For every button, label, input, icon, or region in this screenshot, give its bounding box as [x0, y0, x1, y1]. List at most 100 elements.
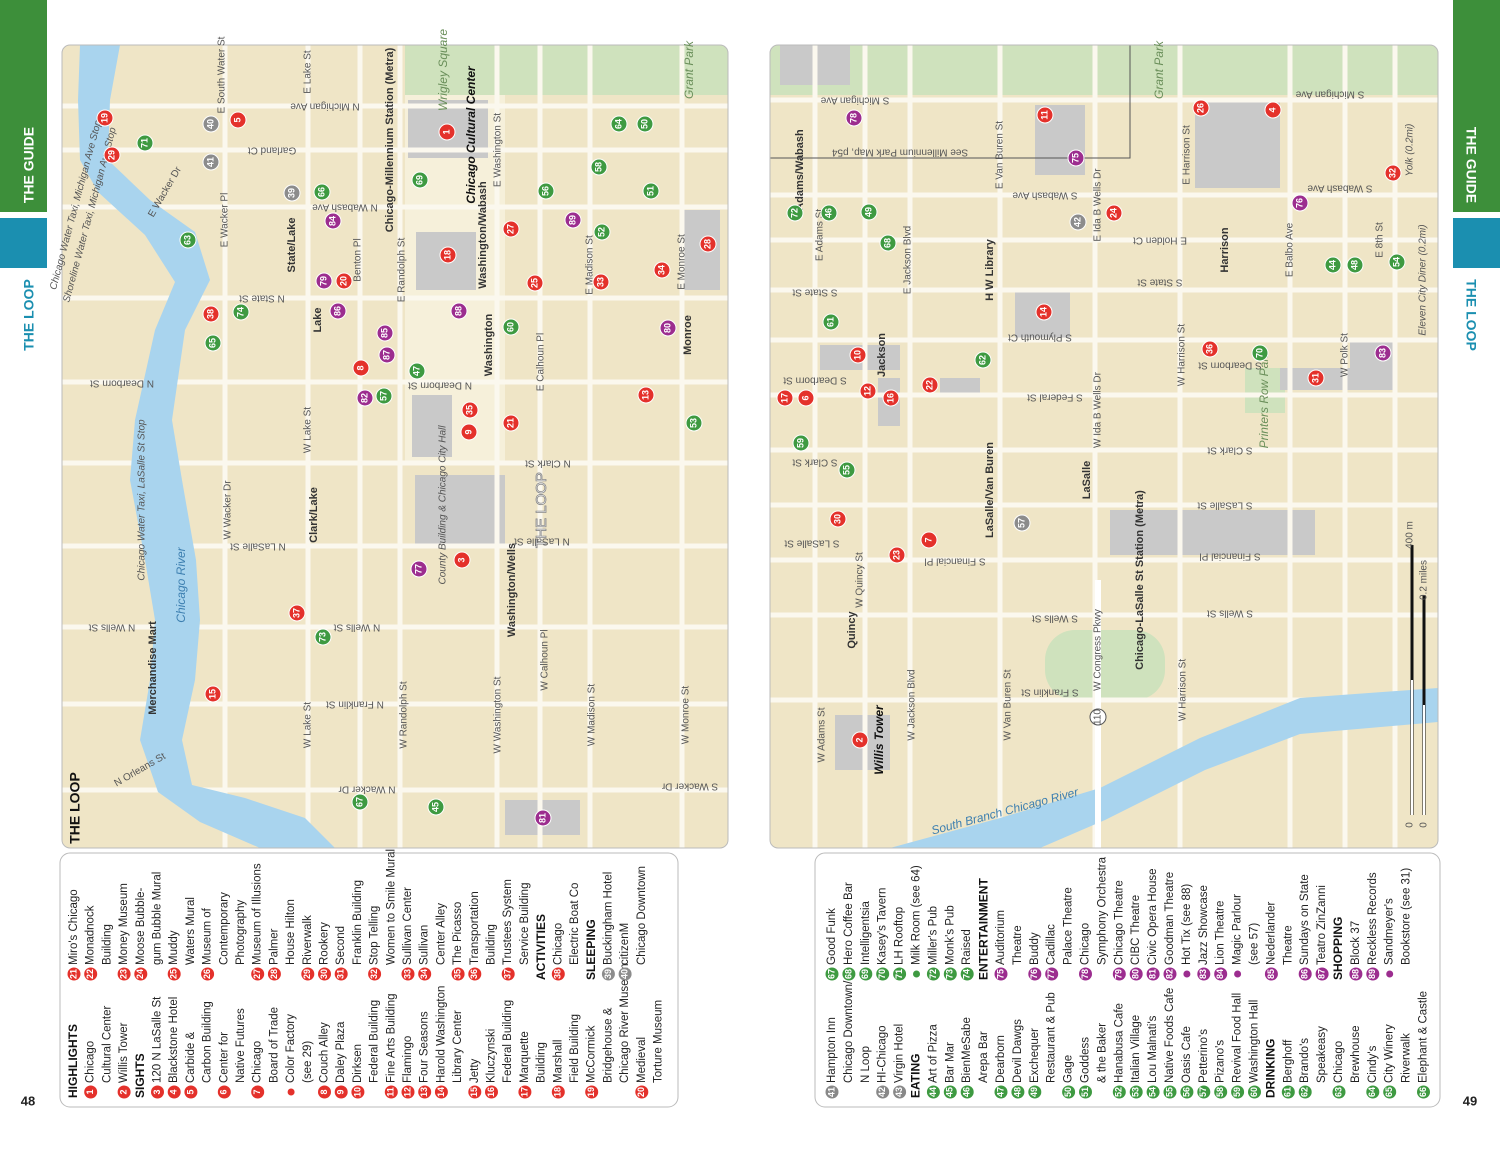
legend-marker: [1011, 1085, 1025, 1099]
map-marker: 2: [851, 731, 869, 749]
marker-circle: [136, 134, 154, 152]
legend-text: Nederlander: [1265, 902, 1277, 965]
legend-marker: [825, 967, 839, 981]
map-label: LaSalle: [1081, 461, 1093, 500]
legend-text: Center for: [218, 1032, 230, 1083]
legend-line: Federal Building: [369, 1000, 381, 1083]
marker-circle: [797, 389, 815, 407]
legend-text: McCormick: [586, 1025, 598, 1083]
map-label: Printers Row Park: [1257, 351, 1271, 449]
tab-section: [1453, 218, 1500, 268]
legend-text: Civic Opera House: [1147, 868, 1159, 965]
marker-number: 2: [854, 737, 864, 742]
legend-line: 50 Gage: [1062, 1055, 1076, 1099]
legend-text: Hero Coffee Bar: [843, 882, 855, 965]
marker-circle: [1105, 204, 1123, 222]
marker-number: 69: [414, 175, 424, 185]
marker-circle: [1384, 164, 1402, 182]
legend-number: 27: [252, 969, 262, 979]
map-label: Clark/Lake: [308, 487, 320, 543]
map-label: N Wells St: [334, 621, 381, 632]
legend-line: Women to Smile Mural: [385, 849, 397, 965]
marker-circle: [776, 389, 794, 407]
legend-text: Field Building: [569, 1014, 581, 1083]
marker-number: 55: [841, 465, 851, 475]
legend-line: Library Center: [452, 1010, 464, 1083]
map-label: W Wacker Dr: [223, 480, 234, 540]
map-marker: 66: [313, 183, 331, 201]
legend-text: Bar Mar: [944, 1042, 956, 1083]
map-marker: 42: [1069, 213, 1087, 231]
map-marker: 65: [204, 334, 222, 352]
tab-guide-label: THE GUIDE: [21, 127, 37, 203]
marker-number: 51: [645, 186, 655, 196]
marker-circle: [1035, 303, 1053, 321]
map-marker: 70: [1251, 344, 1269, 362]
legend-number: 14: [436, 1087, 446, 1097]
marker-number: 8: [355, 365, 365, 370]
map-label: N Dearborn St: [408, 379, 472, 390]
legend-marker: [1281, 1085, 1295, 1099]
marker-circle: [439, 246, 457, 264]
map-marker: 6: [797, 389, 815, 407]
marker-circle: [838, 461, 856, 479]
legend-number: 50: [1063, 1087, 1073, 1097]
legend-marker: [117, 967, 131, 981]
marker-circle: [410, 560, 428, 578]
legend-line: 51 Goddess: [1079, 1037, 1092, 1099]
legend-dot: [287, 1088, 295, 1096]
legend-text: Miller's Pub: [927, 906, 939, 965]
map-label: N Clark St: [525, 457, 571, 468]
legend-marker: [1315, 967, 1329, 981]
map-label: Willis Tower: [872, 704, 886, 775]
legend-line: 53 Italian Village: [1129, 1015, 1143, 1099]
map-label: 0: [1419, 822, 1430, 828]
legend-line: 29 Riverwalk: [301, 915, 315, 981]
map-label: S State St: [792, 286, 837, 297]
marker-circle: [1013, 514, 1031, 532]
legend-text: Lion Theatre: [1215, 901, 1227, 965]
legend-marker: [84, 967, 98, 981]
map-label: S Wells St: [1207, 607, 1253, 618]
legend-text: Muddy: [168, 930, 180, 965]
legend-marker: [926, 967, 940, 981]
marker-number: 41: [205, 157, 215, 167]
legend-line: Building: [101, 924, 113, 965]
marker-number: 62: [977, 355, 987, 365]
map-label: W Polk St: [1340, 333, 1351, 377]
legend-text: Franklin Building: [352, 880, 364, 965]
marker-number: 50: [639, 119, 649, 129]
marker-number: 20: [338, 276, 348, 286]
legend-marker: [84, 1085, 98, 1099]
legend-line: SIGHTS: [133, 1053, 147, 1098]
map-marker: 17: [776, 389, 794, 407]
legend-heading: HIGHLIGHTS: [66, 1024, 80, 1098]
map-marker: 38: [202, 305, 220, 323]
map-marker: 57: [375, 387, 393, 405]
map-label: S Plymouth Ct: [1008, 331, 1072, 342]
map-label: S Michigan Ave: [820, 94, 889, 105]
marker-number: 46: [823, 208, 833, 218]
map-marker: 87: [378, 346, 396, 364]
legend-box: [59, 852, 679, 1108]
map-label: W Congress Pkwy: [1093, 609, 1104, 691]
legend-marker: [1163, 1085, 1177, 1099]
legend-text: N Loop: [860, 1046, 872, 1083]
marker-circle: [637, 386, 655, 404]
map-label: S Wabash Ave: [1012, 189, 1077, 200]
legend-text: Rookery: [319, 922, 331, 965]
legend-marker: [1214, 1085, 1228, 1099]
legend-text: Intelligentsia: [860, 900, 872, 965]
legend-text: Chicago: [1333, 1041, 1345, 1083]
map-frame: [61, 44, 729, 849]
marker-number: 5: [232, 117, 242, 122]
legend-number: 22: [85, 969, 95, 979]
map-marker: 31: [1307, 369, 1325, 387]
marker-number: 16: [885, 393, 895, 403]
marker-number: 40: [205, 119, 215, 129]
map-marker: 53: [685, 414, 703, 432]
marker-circle: [376, 324, 394, 342]
legend-line: Theatre: [1282, 925, 1294, 965]
map-left: [62, 45, 728, 848]
legend-marker: [893, 967, 907, 981]
